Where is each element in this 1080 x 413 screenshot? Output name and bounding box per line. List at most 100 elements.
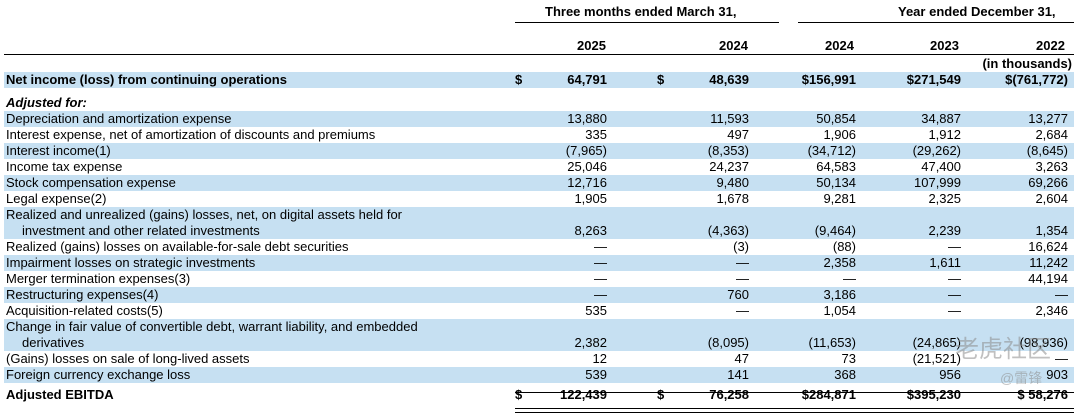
currency-symbol: $ — [657, 72, 665, 87]
cell-value: — — [1055, 351, 1068, 366]
cell-value: 2,604 — [1035, 191, 1068, 206]
cell-value: (88) — [832, 239, 856, 254]
cell-value: 47,400 — [921, 159, 961, 174]
cell-value: 50,134 — [816, 175, 856, 190]
row-label: Change in fair value of convertible debt… — [6, 319, 418, 334]
col-header-2024-y: 2024 — [825, 38, 854, 53]
cell-value: — — [1055, 287, 1068, 302]
table-row: Realized and unrealized (gains) losses, … — [4, 207, 1074, 223]
row-label: Adjusted EBITDA — [6, 387, 114, 402]
cell-value: 11,242 — [1029, 255, 1068, 270]
cell-value: 335 — [585, 127, 607, 142]
cell-value: 44,194 — [1028, 271, 1068, 286]
cell-value: $156,991 — [801, 72, 856, 87]
cell-value: (21,521) — [912, 351, 961, 366]
cell-value: 956 — [939, 367, 961, 382]
cell-value: (3) — [733, 239, 749, 254]
cell-value: (8,645) — [1026, 143, 1068, 158]
table-row: Impairment losses on strategic investmen… — [4, 255, 1074, 271]
cell-value: 1,054 — [823, 303, 856, 318]
cell-value: 760 — [727, 287, 749, 302]
row-label: Merger termination expenses(3) — [6, 271, 191, 286]
row-label: Stock compensation expense — [6, 175, 176, 190]
cell-value: 8,263 — [574, 223, 607, 238]
cell-value: 64,583 — [816, 159, 856, 174]
cell-value: — — [948, 287, 961, 302]
cell-value: — — [948, 271, 961, 286]
cell-value: 34,887 — [921, 111, 961, 126]
table-row: Depreciation and amortization expense 13,… — [4, 111, 1074, 127]
row-label: Realized and unrealized (gains) losses, … — [6, 207, 403, 222]
watermark-handle: @雷锋 — [1000, 370, 1043, 386]
cell-value: 107,999 — [914, 175, 961, 190]
cell-value: 1,354 — [1035, 223, 1068, 238]
header-group1-rule — [515, 22, 779, 23]
cell-value: 76,258 — [709, 387, 749, 402]
cell-value: 2,325 — [928, 191, 961, 206]
table-row: Realized (gains) losses on available-for… — [4, 239, 1074, 255]
currency-symbol: $ — [515, 387, 523, 402]
cell-value: 12,716 — [567, 175, 607, 190]
cell-value: — — [736, 271, 749, 286]
total-double-rule — [515, 408, 1074, 413]
table-row: Acquisition-related costs(5) 535 — 1,054 — 2,… — [4, 303, 1074, 319]
cell-value: 9,281 — [823, 191, 856, 206]
cell-value: 1,678 — [716, 191, 749, 206]
header-group-year-ended: Year ended December 31, — [898, 4, 1056, 19]
cell-value: $271,549 — [906, 72, 961, 87]
col-header-2022: 2022 — [1036, 38, 1065, 53]
cell-value: (9,464) — [814, 223, 856, 238]
row-label: Acquisition-related costs(5) — [6, 303, 163, 318]
table-row: Merger termination expenses(3) — — — — 44,194 — [4, 271, 1074, 287]
table-row: (Gains) losses on sale of long-lived ass… — [4, 351, 1074, 367]
cell-value: 50,854 — [816, 111, 856, 126]
col-header-2024-q: 2024 — [719, 38, 748, 53]
table-row: Income tax expense 25,046 24,237 64,583 47,4… — [4, 159, 1074, 175]
cell-value: — — [843, 271, 856, 286]
row-label: Foreign currency exchange loss — [6, 367, 191, 382]
cell-value: 2,382 — [574, 335, 607, 350]
cell-value: 47 — [734, 351, 749, 366]
cell-value: — — [948, 303, 961, 318]
cell-value: 48,639 — [709, 72, 749, 87]
cell-value: $(761,772) — [1005, 72, 1068, 87]
row-label: (Gains) losses on sale of long-lived ass… — [6, 351, 250, 366]
row-label: Adjusted for: — [6, 95, 87, 110]
cell-value: (98,936) — [1019, 335, 1068, 350]
cell-value: 13,880 — [567, 111, 607, 126]
cell-value: $395,230 — [906, 387, 961, 402]
cell-value: 497 — [727, 127, 749, 142]
cell-value: 2,239 — [928, 223, 961, 238]
row-label: Interest income(1) — [6, 143, 111, 158]
cell-value: 3,186 — [823, 287, 856, 302]
cell-value: 2,358 — [823, 255, 856, 270]
cell-value: (11,653) — [808, 335, 856, 350]
cell-value: 535 — [585, 303, 607, 318]
cell-value: 3,263 — [1035, 159, 1068, 174]
cell-value: 64,791 — [567, 72, 607, 87]
cell-value: 539 — [585, 367, 607, 382]
table-row: Net income (loss) from continuing operat… — [4, 72, 1074, 88]
cell-value: (34,712) — [807, 143, 856, 158]
watermark-text: 老虎社区 — [955, 336, 1051, 363]
cell-value: 1,906 — [823, 127, 856, 142]
cell-value: 25,046 — [567, 159, 607, 174]
table-row: Foreign currency exchange loss 539 141 368 9… — [4, 367, 1074, 383]
table-row: Change in fair value of convertible debt… — [4, 319, 1074, 335]
currency-symbol: $ — [657, 387, 665, 402]
row-label: Realized (gains) losses on available-for… — [6, 239, 349, 254]
cell-value: (4,363) — [707, 223, 749, 238]
table-row: Legal expense(2) 1,905 1,678 9,281 2,325 2,60… — [4, 191, 1074, 207]
cell-value: 903 — [1046, 367, 1068, 382]
cell-value: 24,237 — [709, 159, 749, 174]
table-row: Interest expense, net of amortization of… — [4, 127, 1074, 143]
subtotal-rule — [515, 392, 1074, 393]
cell-value: (8,095) — [707, 335, 749, 350]
currency-symbol: $ — [515, 72, 523, 87]
cell-value: 1,905 — [574, 191, 607, 206]
cell-value: 69,266 — [1028, 175, 1068, 190]
cell-value: 141 — [727, 367, 749, 382]
cell-value: (24,865) — [912, 335, 961, 350]
cell-value: — — [594, 287, 607, 302]
cell-value: 9,480 — [716, 175, 749, 190]
